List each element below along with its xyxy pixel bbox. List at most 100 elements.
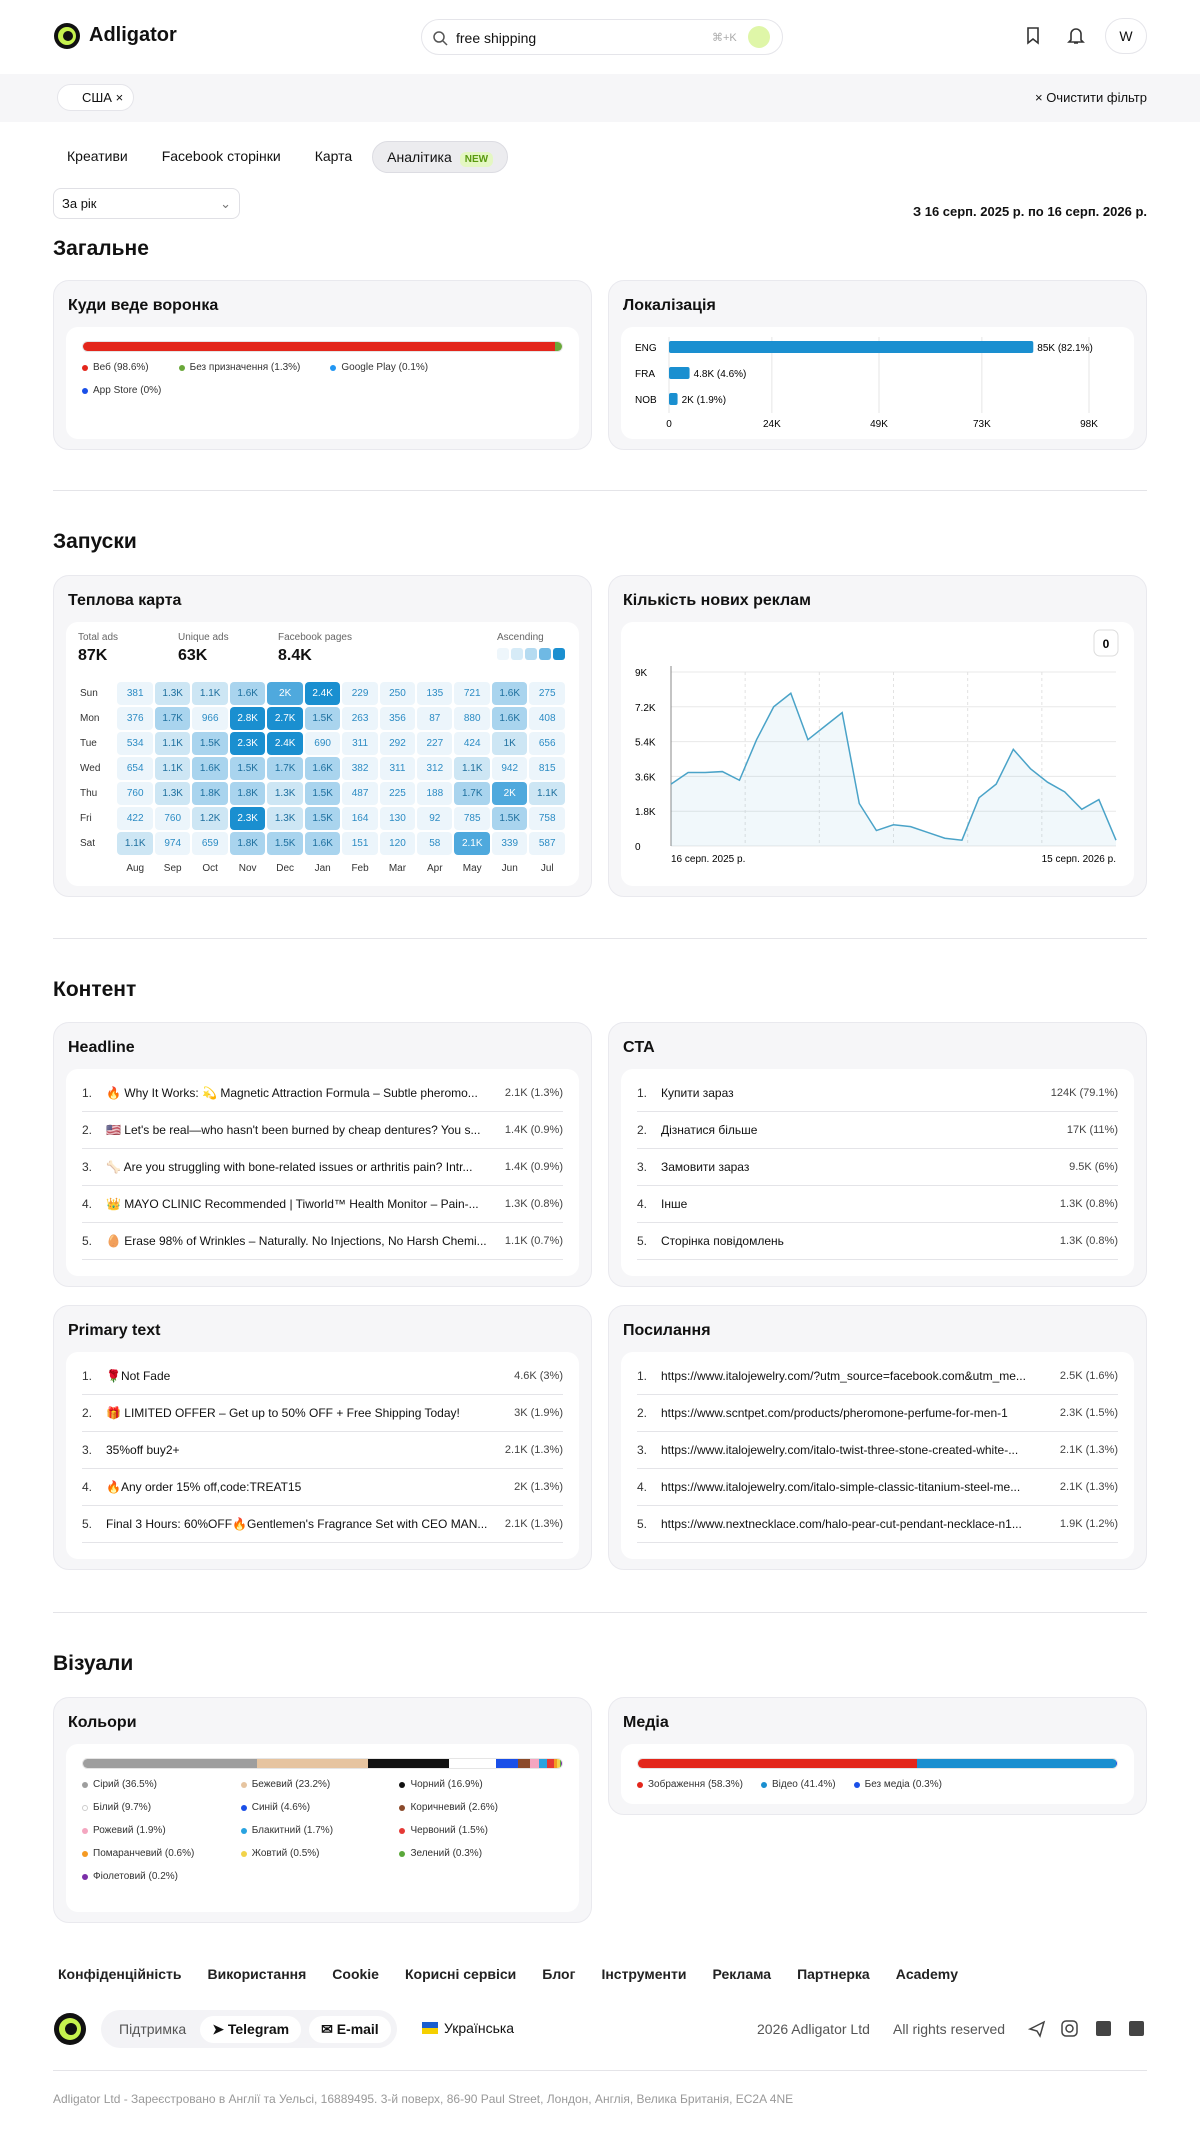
legend-item: Червоний (1.5%) <box>399 1825 558 1836</box>
footer-link[interactable]: Використання <box>207 1966 307 1982</box>
list-row: 4. https://www.italojewelry.com/italo-sim… <box>637 1469 1118 1506</box>
tooltip-box <box>1093 629 1119 657</box>
heatmap-cell: 135 <box>417 682 453 705</box>
email-label: E-mail <box>336 2020 379 2037</box>
heatmap-cell: 966 <box>192 707 228 730</box>
footer-link[interactable]: Реклама <box>712 1966 772 1982</box>
legend-label: Червоний (1.5%) <box>410 1825 488 1836</box>
bell-icon[interactable] <box>1067 26 1085 46</box>
heatmap-cell: 1.8K <box>229 782 266 805</box>
row-text: Замовити зараз <box>661 1160 750 1174</box>
footer-link[interactable]: Cookie <box>332 1966 379 1982</box>
card-title: Медіа <box>623 1714 669 1731</box>
heatmap-cell: 1.5K <box>229 757 266 780</box>
legend-dot <box>637 1781 643 1788</box>
row-text: https://www.italojewelry.com/italo-twist… <box>661 1443 1019 1457</box>
legend-dot <box>82 1804 88 1811</box>
row-text: Сторінка повідомлень <box>661 1234 784 1248</box>
facebook-icon[interactable] <box>1129 2021 1144 2036</box>
stat-value: 63K <box>178 647 208 664</box>
row-text: 🦴 Are you struggling with bone-related i… <box>106 1160 473 1174</box>
tab[interactable]: Facebook сторінки <box>148 141 295 173</box>
heatmap-cell: 120 <box>379 832 416 855</box>
telegram-button[interactable]: ➤ Telegram <box>200 2015 302 2043</box>
legend-label: Чорний (16.9%) <box>410 1779 483 1790</box>
telegram-icon[interactable] <box>1028 2020 1046 2038</box>
footer-link[interactable]: Конфіденційність <box>58 1966 182 1982</box>
row-text: 🌹Not Fade <box>106 1369 171 1383</box>
heatmap-cell: 1.1K <box>117 832 153 855</box>
filter-bar: США × × Очистити фільтр <box>0 74 1200 122</box>
heatmap-cell: 1.3K <box>267 807 303 830</box>
row-text: https://www.nextnecklace.com/halo-pear-c… <box>661 1517 1022 1531</box>
tab-label: Креативи <box>67 148 128 164</box>
rank: 1. <box>82 1369 93 1383</box>
email-button[interactable]: ✉ E-mail <box>309 2015 391 2043</box>
footer-link[interactable]: Інструменти <box>601 1966 687 1982</box>
legend: Веб (98.6%) Без призначення (1.3%) Google … <box>82 362 563 408</box>
filter-button[interactable] <box>748 26 770 48</box>
line-chart: 0 1.8K 3.6K 5.4K 7.2K 9K 16 серп. 2025 р. 15 се… <box>635 629 1119 865</box>
card-title: Посилання <box>623 1322 711 1339</box>
day-label: Thu <box>80 788 98 799</box>
linkedin-icon[interactable] <box>1096 2021 1111 2036</box>
row-value: 4.6K (3%) <box>514 1370 563 1382</box>
stat: Unique ads 63K <box>178 632 278 680</box>
x-tick-label: 24K <box>763 419 781 430</box>
footer-link[interactable]: Партнерка <box>797 1966 870 1982</box>
heatmap-cell: 1.1K <box>454 757 490 780</box>
legend-dot <box>240 1827 247 1834</box>
heatmap-cell: 659 <box>192 832 228 855</box>
tab[interactable]: Креативи <box>53 141 142 173</box>
footer-link[interactable]: Блог <box>542 1966 576 1982</box>
list-row: 1. https://www.italojewelry.com/?utm_sour… <box>637 1358 1118 1395</box>
row-value: 2K (1.3%) <box>514 1481 563 1493</box>
bar-segment <box>368 1759 450 1768</box>
tab[interactable]: Карта <box>301 141 366 173</box>
heatmap-card: Теплова карта Total ads 87K Unique ads 63K F… <box>53 575 592 897</box>
heatmap-cell: 1.8K <box>192 782 228 805</box>
clear-filter[interactable]: × Очистити фільтр <box>1034 90 1147 105</box>
row-value: 124K (79.1%) <box>1050 1087 1118 1099</box>
bookmark-icon[interactable] <box>1025 26 1041 46</box>
legend-item: Зелений (0.3%) <box>399 1848 558 1859</box>
heatmap-cell: 1.6K <box>304 832 341 855</box>
filter-chip[interactable]: США × <box>57 84 135 111</box>
period-select[interactable]: За рік ⌄ <box>53 188 240 219</box>
tab[interactable]: Аналітика NEW <box>372 141 509 173</box>
heatmap-cell: 225 <box>379 782 416 805</box>
swatch <box>553 648 565 660</box>
list-row: 5. Final 3 Hours: 60%OFF🔥Gentlemen's Frag… <box>82 1506 563 1543</box>
heatmap-cell: 785 <box>454 807 490 830</box>
legend-label: Блакитний (1.7%) <box>251 1825 334 1836</box>
heatmap-cell: 534 <box>117 732 153 755</box>
instagram-icon[interactable] <box>1061 2020 1078 2037</box>
search-box[interactable]: free shipping ⌘+K <box>421 19 783 55</box>
list-card: Посилання 1. https://www.italojewelry.com/… <box>608 1305 1147 1570</box>
row-value: 1.4K (0.9%) <box>504 1124 563 1136</box>
card-title: CTA <box>623 1039 655 1056</box>
list-row: 1. Купити зараз 124K (79.1%) <box>637 1075 1118 1112</box>
heatmap-cell: 164 <box>342 807 378 830</box>
avatar[interactable]: W <box>1105 18 1147 54</box>
row-text: 🔥 Why It Works: 💫 Magnetic Attraction Fo… <box>106 1086 478 1100</box>
card-panel: 1. https://www.italojewelry.com/?utm_sour… <box>621 1352 1134 1559</box>
heatmap-cell: 721 <box>454 682 490 705</box>
y-tick-label: 7.2K <box>635 703 656 714</box>
row-value: 2.1K (1.3%) <box>504 1087 563 1099</box>
language-label: Українська <box>444 2020 515 2036</box>
x-tick-label: 0 <box>666 419 672 430</box>
footer-link[interactable]: Корисні сервіси <box>404 1966 517 1982</box>
heatmap-cell: 2K <box>491 782 528 805</box>
heatmap-cell: 654 <box>117 757 153 780</box>
heatmap-cell: 2.1K <box>454 832 490 855</box>
legend-dot <box>399 1850 406 1857</box>
footer-link[interactable]: Academy <box>895 1966 958 1982</box>
legend-dot <box>82 1781 88 1788</box>
rank: 4. <box>637 1197 648 1211</box>
rank: 5. <box>82 1234 93 1248</box>
heatmap-cell: 2.4K <box>304 682 341 705</box>
language-switch[interactable]: Українська <box>422 2020 514 2036</box>
heatmap-cell: 275 <box>529 682 565 705</box>
card-panel: Веб (98.6%) Без призначення (1.3%) Google … <box>66 327 579 439</box>
